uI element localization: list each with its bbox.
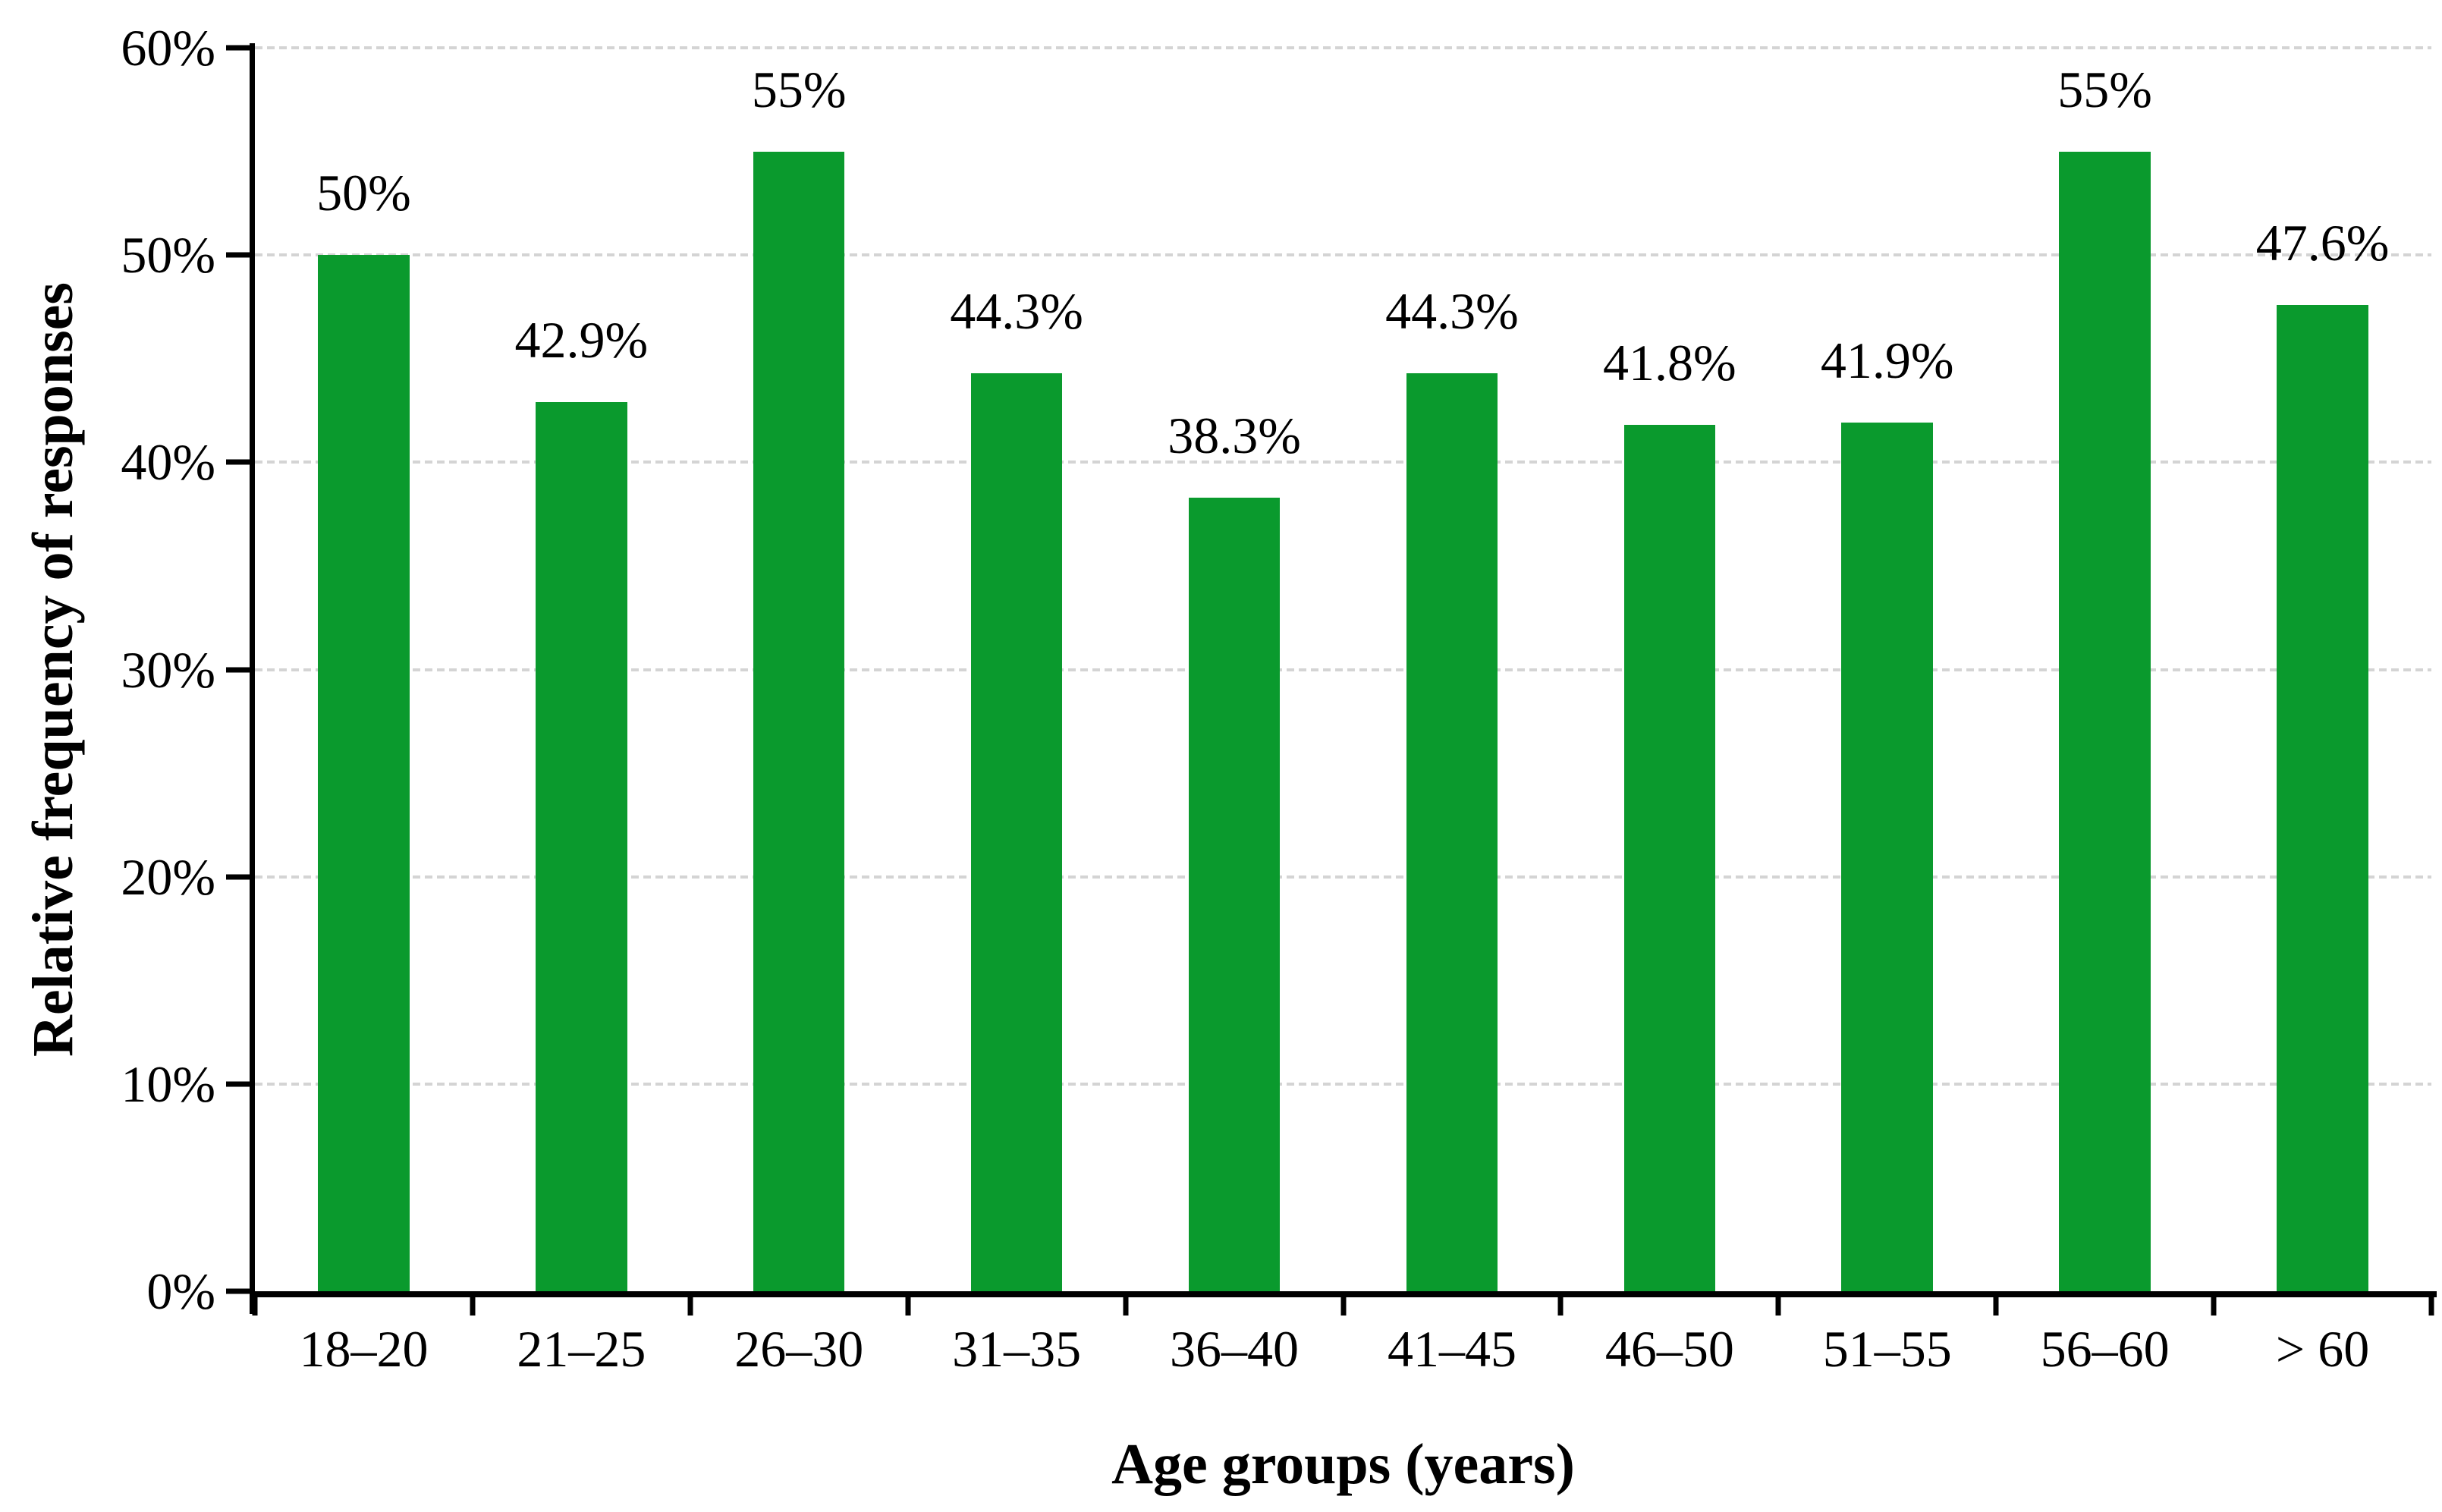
bar-value-label: 44.3% <box>1385 281 1519 340</box>
y-tick-mark <box>226 459 250 465</box>
bar <box>970 372 1063 1291</box>
bar <box>753 151 845 1291</box>
x-tick-mark <box>470 1297 476 1316</box>
bar-value-label: 41.8% <box>1603 334 1736 392</box>
y-axis-title: Relative frequency of responses <box>21 282 85 1057</box>
x-axis-category-label: 51–55 <box>1822 1320 1952 1378</box>
bar-slot: 55% 26–30 <box>690 48 908 1375</box>
y-tick-mark <box>226 45 250 51</box>
gridline <box>255 1082 2431 1086</box>
x-axis-category-label: 21–25 <box>517 1320 646 1378</box>
x-tick-mark <box>1993 1297 1999 1316</box>
x-tick-mark <box>905 1297 911 1316</box>
y-tick-label: 20% <box>121 847 215 906</box>
bar-value-label: 47.6% <box>2255 213 2390 272</box>
y-tick-mark <box>226 252 250 258</box>
y-tick-mark <box>226 874 250 880</box>
x-axis-category-label: 46–50 <box>1604 1320 1734 1378</box>
bar-slot: 38.3% 36–40 <box>1126 48 1344 1375</box>
bar-slot: 55% 56–60 <box>1996 48 2214 1375</box>
y-tick-mark <box>226 667 250 672</box>
x-axis-category-label: 41–45 <box>1387 1320 1516 1378</box>
gridline <box>255 461 2431 464</box>
y-tick-mark <box>226 1288 250 1294</box>
gridline <box>255 875 2431 879</box>
x-axis-category-label: > 60 <box>2275 1320 2370 1378</box>
x-tick-mark <box>2211 1297 2217 1316</box>
bar <box>1623 425 1716 1291</box>
x-tick-mark <box>1775 1297 1781 1316</box>
bar-slot: 50% 18–20 <box>255 48 473 1375</box>
y-tick-label: 40% <box>121 433 215 492</box>
x-tick-mark <box>252 1297 258 1316</box>
bar-value-label: 50% <box>316 164 411 222</box>
x-tick-mark <box>1557 1297 1564 1316</box>
plot-area: 0% 10% 20% 30% 40% 50% 60% 50% 18–20 42.9% 21–25 5… <box>121 22 2437 1375</box>
bar <box>536 402 627 1291</box>
x-axis-category-label: 56–60 <box>2040 1320 2170 1378</box>
bar <box>1841 423 1933 1291</box>
bar-slot: 44.3% 41–45 <box>1344 48 1561 1375</box>
bar-value-label: 55% <box>2057 60 2152 118</box>
y-axis-line <box>250 43 255 1314</box>
bar-value-label: 38.3% <box>1168 406 1301 464</box>
gridline <box>255 668 2431 671</box>
bar-slot: 41.9% 51–55 <box>1778 48 1996 1375</box>
y-tick-label: 0% <box>146 1262 215 1320</box>
y-tick-label: 10% <box>121 1055 215 1113</box>
y-tick-label: 50% <box>121 226 215 284</box>
gridline <box>255 46 2431 49</box>
bar-slot: 41.8% 46–50 <box>1560 48 1778 1375</box>
y-tick-label: 30% <box>121 640 215 699</box>
bar <box>2277 304 2368 1291</box>
bar-value-label: 44.3% <box>950 281 1083 340</box>
y-tick-mark <box>226 1081 250 1087</box>
bar-slot: 44.3% 31–35 <box>908 48 1126 1375</box>
bar <box>1188 497 1281 1291</box>
bar <box>318 255 410 1291</box>
bar <box>1406 372 1498 1291</box>
x-tick-mark <box>1340 1297 1346 1316</box>
x-axis-category-label: 31–35 <box>952 1320 1082 1378</box>
x-axis-title: Age groups (years) <box>1111 1432 1575 1496</box>
x-tick-mark <box>1123 1297 1129 1316</box>
x-tick-mark <box>2428 1297 2434 1316</box>
x-tick-mark <box>687 1297 693 1316</box>
bar-slot: 42.9% 21–25 <box>473 48 690 1375</box>
bar-value-label: 55% <box>751 60 847 118</box>
bar-value-label: 41.9% <box>1820 332 1954 390</box>
gridline <box>255 253 2431 257</box>
y-tick-label: 60% <box>121 19 215 77</box>
bar-slot: 47.6% > 60 <box>2214 48 2431 1375</box>
x-axis-category-label: 36–40 <box>1170 1320 1300 1378</box>
bar <box>2059 151 2151 1291</box>
bar-value-label: 42.9% <box>514 311 649 369</box>
x-axis-category-label: 26–30 <box>734 1320 864 1378</box>
x-axis-line <box>250 1291 2437 1297</box>
x-axis-category-label: 18–20 <box>299 1320 429 1378</box>
